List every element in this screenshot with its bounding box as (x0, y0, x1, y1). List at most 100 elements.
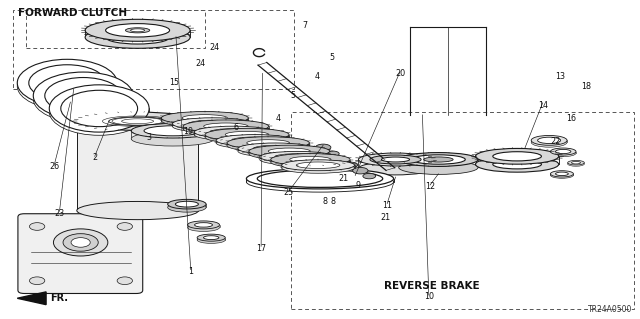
Text: 11: 11 (382, 201, 392, 210)
Text: 2: 2 (92, 153, 97, 162)
Text: REVERSE BRAKE: REVERSE BRAKE (384, 281, 479, 291)
Text: 1: 1 (188, 267, 193, 276)
Ellipse shape (197, 236, 225, 243)
Ellipse shape (17, 59, 117, 107)
Ellipse shape (257, 170, 383, 187)
Ellipse shape (260, 154, 334, 165)
Ellipse shape (144, 126, 202, 136)
Text: 24: 24 (209, 43, 220, 52)
Ellipse shape (197, 234, 225, 241)
Ellipse shape (381, 157, 410, 162)
Ellipse shape (85, 26, 190, 48)
Ellipse shape (282, 162, 355, 173)
Ellipse shape (316, 144, 331, 151)
Text: 6: 6 (233, 123, 238, 132)
Ellipse shape (210, 129, 257, 136)
Ellipse shape (17, 63, 117, 110)
Ellipse shape (183, 120, 269, 133)
Ellipse shape (358, 153, 433, 166)
Text: 25: 25 (284, 189, 294, 197)
Ellipse shape (335, 157, 348, 162)
Ellipse shape (49, 85, 149, 132)
Ellipse shape (168, 199, 206, 209)
Text: 10: 10 (424, 292, 434, 301)
Ellipse shape (550, 172, 573, 178)
Ellipse shape (45, 78, 122, 114)
Text: 9: 9 (356, 181, 361, 189)
Ellipse shape (271, 153, 350, 166)
Ellipse shape (531, 137, 567, 147)
FancyBboxPatch shape (18, 214, 143, 293)
Ellipse shape (225, 131, 269, 138)
Bar (77, 121, 198, 211)
Ellipse shape (253, 145, 298, 152)
Ellipse shape (106, 24, 170, 37)
Ellipse shape (29, 65, 106, 101)
Ellipse shape (271, 156, 350, 168)
Ellipse shape (296, 162, 340, 168)
Ellipse shape (168, 203, 206, 212)
Ellipse shape (131, 131, 214, 146)
Text: 17: 17 (256, 244, 266, 253)
Ellipse shape (216, 137, 293, 149)
Ellipse shape (77, 202, 198, 219)
Ellipse shape (550, 148, 576, 155)
Ellipse shape (550, 171, 573, 177)
Ellipse shape (538, 137, 561, 144)
Text: 23: 23 (54, 209, 65, 218)
Text: FR.: FR. (51, 293, 68, 303)
Text: 26: 26 (49, 162, 60, 171)
Ellipse shape (33, 72, 133, 119)
Bar (26, 10, 205, 48)
Ellipse shape (249, 145, 330, 157)
Ellipse shape (172, 120, 253, 132)
Ellipse shape (125, 28, 150, 33)
Ellipse shape (232, 137, 278, 144)
Text: 19: 19 (183, 127, 193, 136)
Ellipse shape (249, 148, 330, 160)
Text: 12: 12 (425, 182, 435, 191)
Ellipse shape (85, 19, 190, 41)
Ellipse shape (568, 162, 584, 166)
Text: 8: 8 (323, 197, 328, 206)
Ellipse shape (204, 123, 248, 130)
Text: 14: 14 (538, 101, 548, 110)
Ellipse shape (71, 238, 90, 247)
Text: 24: 24 (195, 59, 205, 68)
Text: FORWARD CLUTCH: FORWARD CLUTCH (18, 8, 127, 18)
Circle shape (117, 223, 132, 230)
Polygon shape (17, 292, 46, 305)
Ellipse shape (275, 154, 319, 160)
Ellipse shape (556, 149, 571, 154)
Text: TR24A0500: TR24A0500 (588, 305, 632, 314)
Circle shape (29, 223, 45, 230)
Ellipse shape (77, 112, 198, 130)
Ellipse shape (399, 160, 478, 174)
Ellipse shape (493, 160, 541, 169)
Ellipse shape (531, 136, 567, 145)
Ellipse shape (282, 160, 355, 171)
Text: 22: 22 (550, 137, 561, 146)
Ellipse shape (246, 172, 394, 192)
Text: 15: 15 (169, 78, 179, 87)
Text: 21: 21 (380, 213, 390, 222)
Ellipse shape (61, 90, 138, 127)
Ellipse shape (195, 129, 273, 140)
Ellipse shape (189, 120, 236, 127)
Circle shape (29, 277, 45, 285)
Text: 7: 7 (302, 21, 307, 30)
Ellipse shape (412, 155, 465, 164)
Ellipse shape (106, 31, 170, 44)
Ellipse shape (345, 162, 358, 168)
Ellipse shape (188, 221, 220, 229)
Text: 20: 20 (395, 69, 405, 78)
Text: 5: 5 (330, 53, 335, 62)
Text: 16: 16 (566, 114, 577, 122)
Ellipse shape (353, 167, 368, 174)
Ellipse shape (363, 173, 376, 179)
Text: 21: 21 (338, 174, 348, 183)
Ellipse shape (205, 128, 289, 141)
Ellipse shape (205, 131, 289, 144)
Ellipse shape (556, 172, 568, 175)
Ellipse shape (182, 115, 227, 122)
